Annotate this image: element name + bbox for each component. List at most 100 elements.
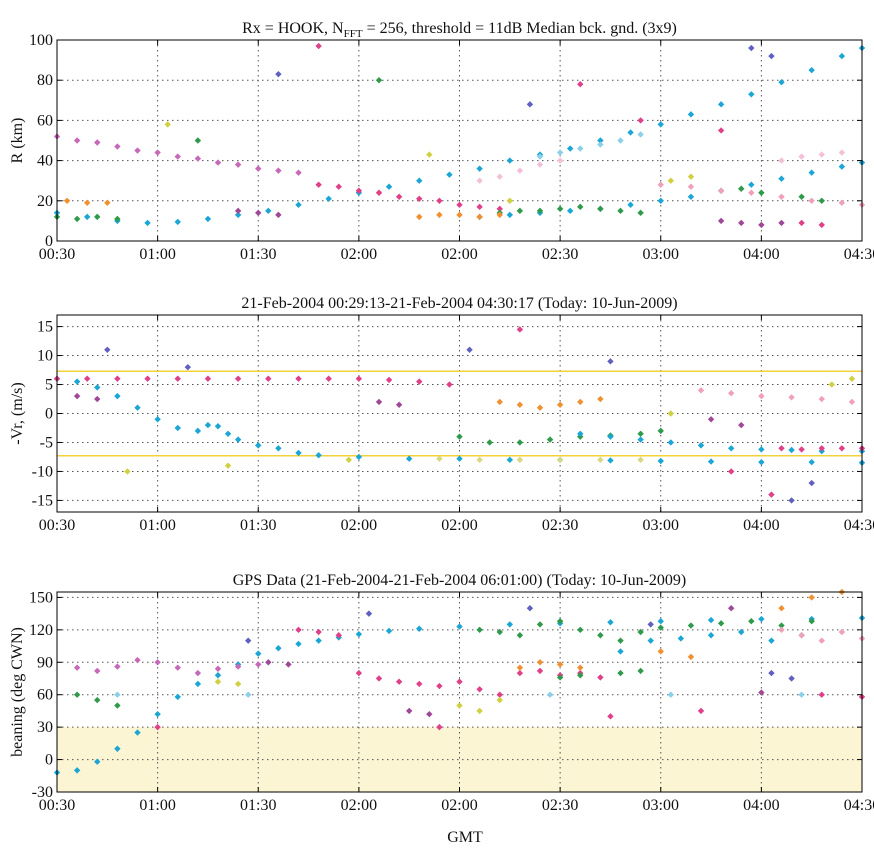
x-tick-label: 02:00 [441,246,477,263]
y-tick-label: 0 [45,233,53,250]
data-point [94,384,101,391]
data-point [395,401,403,409]
data-series [124,375,856,475]
data-point [436,455,443,462]
data-point [104,199,111,207]
data-point [687,653,695,661]
data-point [436,211,443,219]
data-point [194,669,202,677]
data-point [516,207,524,215]
data-point [94,667,101,675]
data-point [114,663,121,670]
data-point [496,211,503,219]
data-point [385,376,393,384]
data-point [416,195,423,202]
data-point [476,686,483,693]
data-point [748,91,755,98]
y-tick-label: -5 [40,434,53,451]
data-point [788,446,795,454]
data-point [184,363,192,371]
data-point [174,664,181,671]
x-tick-label: 01:30 [240,797,276,814]
data-series [436,455,644,464]
data-series [73,667,644,709]
data-point [707,632,715,639]
data-series [114,691,805,698]
data-point [778,175,785,182]
data-point [597,141,604,148]
data-point [607,713,614,720]
data-point [255,661,262,668]
data-point [748,617,755,625]
y-tick-label: 40 [37,153,53,170]
data-point [154,149,161,156]
data-point [255,165,262,172]
data-point [536,404,544,411]
y-tick-label: -10 [32,463,53,480]
data-point [536,659,544,666]
data-point [717,127,725,134]
data-point [798,193,805,200]
data-point [657,457,664,465]
data-series [244,605,795,682]
data-point [808,479,815,487]
data-point [758,689,765,696]
data-point [496,696,503,704]
panel-title: 21-Feb-2004 00:29:13-21-Feb-2004 04:30:1… [241,295,677,312]
data-point [778,622,785,629]
data-point [214,159,222,166]
data-point [234,211,242,219]
data-point [94,213,101,221]
figure-xlabel: GMT [447,829,483,846]
data-series [53,203,644,223]
data-point [456,433,463,440]
data-point [214,423,222,430]
data-point [577,672,584,679]
x-tick-label: 00:30 [39,246,75,263]
data-point [295,201,302,209]
data-point [828,381,836,388]
data-point [778,445,785,452]
data-point [234,207,242,215]
data-series [516,326,775,498]
data-point [657,427,664,435]
data-point [667,177,675,184]
data-point [838,149,846,156]
data-point [748,189,755,196]
data-point [73,378,81,385]
data-point [214,672,222,679]
data-point [94,696,101,704]
data-series [295,626,604,698]
data-point [375,189,383,196]
data-point [697,707,705,715]
data-point [416,213,423,221]
data-point [265,659,272,666]
data-point [758,615,765,623]
data-point [375,77,383,84]
data-point [597,674,604,681]
data-point [838,163,846,170]
y-tick-label: 0 [45,752,53,769]
data-point [275,167,282,174]
data-point [114,215,121,223]
data-point [778,157,785,164]
data-point [204,215,212,223]
data-point [194,680,202,688]
data-point [476,177,483,184]
data-point [83,213,91,221]
data-point [798,153,805,160]
data-point [476,707,483,715]
y-tick-label: 0 [45,406,53,423]
data-point [94,395,101,403]
data-point [657,121,664,128]
data-point [114,375,121,382]
y-tick-label: -30 [32,784,53,801]
data-point [738,628,745,636]
data-point [275,70,282,78]
data-point [194,155,202,162]
data-point [798,632,805,639]
data-point [114,745,121,752]
data-point [526,101,534,108]
y-tick-label: 30 [37,719,53,736]
data-point [577,626,584,634]
